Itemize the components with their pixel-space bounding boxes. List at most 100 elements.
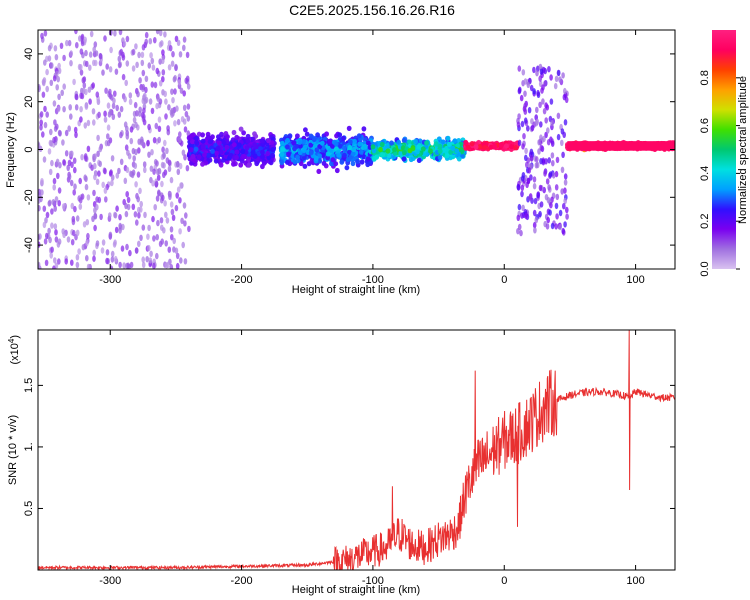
spectrogram-cell	[172, 237, 176, 245]
spectrogram-cell	[231, 142, 237, 148]
spectrogram-cell	[547, 66, 551, 73]
spectrogram-cell	[440, 139, 446, 145]
spectrogram-cell	[172, 76, 177, 83]
spectrogram-cell	[77, 248, 81, 255]
spectrogram-cell	[334, 167, 340, 174]
spectrogram-cell	[516, 214, 521, 221]
spectrogram-cell	[134, 181, 138, 188]
spectrogram-cell	[541, 84, 545, 91]
spectrogram-cell	[54, 229, 58, 236]
spectrogram-cell	[160, 161, 165, 169]
spectrogram-cell	[245, 133, 251, 140]
spectrogram-cell	[563, 197, 567, 205]
spectrogram-cell	[118, 222, 122, 230]
spectrogram-cell	[94, 50, 99, 57]
spectrogram-cell	[155, 195, 160, 202]
spectrogram-cell	[55, 84, 59, 91]
spectrogram-cell	[101, 239, 106, 246]
colorbar-tick-label: 0.6	[699, 118, 711, 133]
spectrogram-cell	[136, 171, 141, 178]
x-tick-label: 0	[501, 575, 507, 587]
spectrogram-cell	[98, 160, 102, 168]
spectrogram-cell	[239, 158, 245, 164]
spectrogram-cell	[73, 205, 77, 213]
spectrogram-cell	[129, 261, 134, 269]
spectrogram-cell	[187, 225, 191, 233]
spectrogram-cell	[137, 240, 141, 247]
spectrogram-cell	[523, 117, 528, 124]
spectrogram-cell	[218, 149, 224, 155]
spectrogram-cell	[379, 141, 385, 148]
spectrogram-cell	[136, 91, 140, 98]
spectrogram-cell	[47, 45, 52, 52]
spectrogram-cell	[48, 139, 53, 147]
spectrogram-cell	[517, 139, 522, 146]
spectrogram-cell	[181, 241, 185, 249]
spectrogram-cell	[65, 39, 69, 47]
spectrogram-cell	[378, 146, 383, 153]
spectrogram-cell	[252, 131, 257, 137]
spectrogram-cell	[408, 156, 414, 163]
spectrogram-cell	[166, 261, 170, 268]
spectrogram-cell	[215, 145, 221, 151]
spectrogram-cell	[132, 155, 136, 162]
spectrogram-cell	[178, 197, 182, 204]
spectrogram-cell	[98, 145, 103, 153]
spectrogram-cell	[85, 60, 89, 68]
spectrogram-cell	[105, 257, 109, 265]
spectrogram-cell	[522, 133, 526, 140]
spectrogram-cell	[81, 77, 86, 84]
spectrogram-cell	[532, 221, 537, 229]
spectrogram-cell	[56, 76, 60, 83]
spectrogram-cell	[139, 234, 143, 241]
spectrogram-cell	[161, 57, 165, 65]
spectrogram-cell	[153, 204, 157, 211]
spectrogram-cell	[91, 215, 95, 222]
spectrogram-cell	[85, 219, 90, 226]
spectrogram-cell	[67, 173, 72, 180]
spectrogram-cell	[91, 82, 95, 89]
spectrogram-cell	[141, 69, 146, 77]
spectrogram-cell	[42, 205, 47, 212]
spectrogram-cell	[171, 214, 176, 221]
spectrogram-cell	[532, 88, 536, 95]
spectrogram-cell	[350, 151, 356, 157]
spectrogram-cell	[57, 93, 61, 101]
spectrogram-cell	[546, 127, 550, 134]
spectrogram-cell	[351, 146, 357, 152]
spectrogram-cell	[329, 161, 334, 167]
spectrogram-cell	[446, 141, 452, 147]
spectrogram-cell	[131, 147, 136, 155]
spectrogram-cell	[259, 138, 265, 144]
spectrogram-cell	[69, 113, 73, 120]
spectrogram-cell	[547, 157, 551, 164]
spectrogram-cell	[62, 159, 66, 166]
spectrogram-cell	[86, 263, 91, 269]
snr-y-scale: (x104)	[7, 335, 21, 365]
spectrogram-cell	[41, 91, 46, 98]
spectrogram-cell	[370, 144, 376, 150]
spectrogram-cell	[154, 122, 159, 130]
spectrogram-cell	[125, 60, 130, 67]
spectrogram-cell	[553, 82, 558, 90]
spectrogram-cell	[75, 215, 80, 222]
spectrogram-cell	[389, 140, 394, 146]
spectrogram-cell	[521, 69, 526, 76]
spectrogram-cell	[234, 134, 240, 140]
spectrogram-cell	[234, 149, 240, 155]
spectrogram-cell	[162, 227, 166, 234]
spectrogram-cell	[562, 131, 566, 138]
spectrogram-cell	[396, 139, 402, 145]
spectrogram-cell	[358, 149, 364, 155]
spectrogram-cell	[344, 165, 350, 171]
spectrogram-cell	[347, 149, 352, 155]
spectrogram-cell	[52, 265, 56, 269]
spectrogram-cell	[488, 144, 494, 150]
spectrogram-cell	[291, 140, 297, 146]
spectrogram-cell	[75, 261, 80, 269]
spectrogram-cell	[49, 128, 53, 136]
spectrogram-cell	[562, 203, 566, 210]
spectrogram-cell	[80, 193, 85, 200]
spectrogram-cell	[560, 188, 564, 195]
spectrogram-cell	[309, 158, 315, 164]
